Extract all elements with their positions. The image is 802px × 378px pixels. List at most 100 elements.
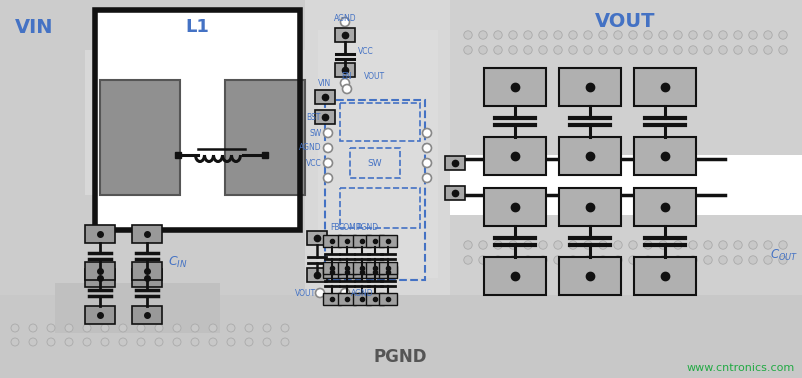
Circle shape [478, 241, 487, 249]
Bar [334, 63, 354, 77]
Circle shape [155, 338, 163, 346]
Bar [334, 28, 354, 42]
Bar [338, 262, 355, 274]
Bar [100, 80, 180, 195]
Circle shape [323, 144, 332, 152]
Circle shape [658, 31, 666, 39]
Circle shape [172, 324, 180, 332]
Text: www.cntronics.com: www.cntronics.com [686, 363, 794, 373]
Circle shape [263, 338, 270, 346]
Text: FB: FB [330, 223, 339, 232]
Bar [447, 155, 802, 215]
Text: COMP: COMP [338, 223, 361, 232]
Bar [444, 186, 464, 200]
Circle shape [83, 338, 91, 346]
Bar [306, 231, 326, 245]
Circle shape [464, 46, 472, 54]
Circle shape [778, 31, 786, 39]
Circle shape [137, 338, 145, 346]
Circle shape [718, 256, 727, 264]
Circle shape [568, 241, 577, 249]
Bar [366, 266, 383, 278]
Circle shape [538, 31, 546, 39]
Bar [325, 100, 424, 280]
Circle shape [763, 256, 772, 264]
Text: PGND: PGND [373, 348, 426, 366]
Circle shape [119, 338, 127, 346]
Text: VIN: VIN [318, 79, 331, 88]
Bar [353, 266, 371, 278]
Circle shape [703, 31, 711, 39]
Circle shape [673, 31, 682, 39]
Circle shape [523, 31, 532, 39]
Circle shape [688, 256, 696, 264]
Text: AGND: AGND [299, 144, 322, 152]
Circle shape [245, 338, 253, 346]
Circle shape [101, 338, 109, 346]
Circle shape [568, 46, 577, 54]
Bar [484, 188, 545, 226]
Bar [132, 262, 162, 280]
Bar [0, 295, 802, 378]
Text: VIN: VIN [15, 18, 54, 37]
Circle shape [493, 241, 501, 249]
Text: BST: BST [306, 113, 321, 121]
Bar [95, 10, 300, 230]
Circle shape [763, 46, 772, 54]
Circle shape [568, 256, 577, 264]
Bar [634, 137, 695, 175]
Circle shape [508, 46, 516, 54]
Text: AGND: AGND [350, 288, 373, 297]
Circle shape [119, 324, 127, 332]
Bar [85, 50, 180, 195]
Bar [634, 188, 695, 226]
Circle shape [422, 174, 431, 183]
Circle shape [553, 46, 561, 54]
Circle shape [733, 256, 741, 264]
Circle shape [342, 85, 351, 93]
Bar [338, 266, 355, 278]
Circle shape [778, 256, 786, 264]
Circle shape [688, 241, 696, 249]
Circle shape [263, 324, 270, 332]
Circle shape [340, 17, 349, 26]
Bar [484, 68, 545, 106]
Circle shape [553, 241, 561, 249]
Circle shape [493, 256, 501, 264]
Circle shape [155, 324, 163, 332]
Circle shape [703, 241, 711, 249]
Circle shape [422, 144, 431, 152]
Bar [215, 50, 310, 195]
Circle shape [11, 324, 19, 332]
Circle shape [613, 46, 622, 54]
Circle shape [340, 288, 349, 297]
Bar [353, 262, 371, 274]
Bar [634, 68, 695, 106]
Circle shape [478, 256, 487, 264]
Text: EN: EN [342, 72, 352, 81]
Bar [379, 293, 396, 305]
Circle shape [464, 241, 472, 249]
Circle shape [422, 158, 431, 167]
Text: $C_{IN}$: $C_{IN}$ [168, 254, 188, 270]
Bar [447, 0, 802, 295]
Text: PGND: PGND [355, 223, 378, 232]
Circle shape [688, 31, 696, 39]
Bar [338, 235, 355, 247]
Circle shape [628, 31, 637, 39]
Circle shape [748, 256, 756, 264]
Circle shape [65, 338, 73, 346]
Circle shape [323, 174, 332, 183]
Bar [353, 293, 371, 305]
Circle shape [598, 241, 606, 249]
Text: VOUT: VOUT [364, 72, 385, 81]
Bar [444, 156, 464, 170]
Circle shape [673, 256, 682, 264]
Circle shape [538, 46, 546, 54]
Circle shape [493, 31, 501, 39]
Circle shape [733, 46, 741, 54]
Bar [55, 283, 220, 333]
Circle shape [29, 338, 37, 346]
Circle shape [315, 288, 324, 297]
Bar [132, 225, 162, 243]
